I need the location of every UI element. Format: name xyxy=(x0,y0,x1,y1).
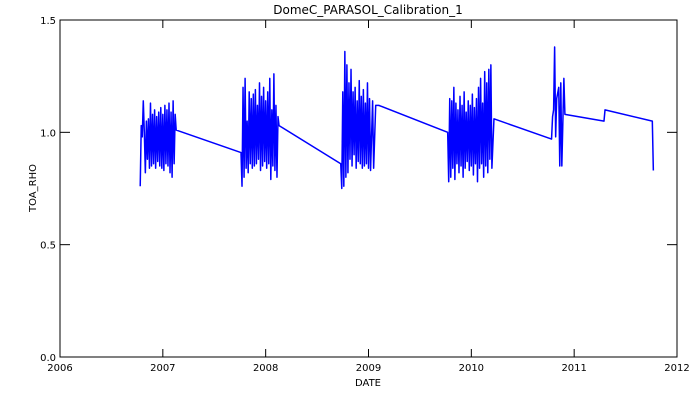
x-tick-label: 2008 xyxy=(253,363,278,374)
y-tick-label: 1.5 xyxy=(40,16,56,27)
x-tick-label: 2012 xyxy=(664,363,689,374)
y-tick-label: 1.0 xyxy=(40,128,56,139)
x-axis-label: DATE xyxy=(355,378,381,389)
y-axis-label: TOA_RHO xyxy=(28,164,39,213)
x-tick-label: 2010 xyxy=(459,363,484,374)
x-tick-label: 2011 xyxy=(561,363,586,374)
x-tick-label: 2009 xyxy=(356,363,381,374)
x-tick-label: 2006 xyxy=(47,363,72,374)
x-tick-label: 2007 xyxy=(150,363,175,374)
chart-title: DomeC_PARASOL_Calibration_1 xyxy=(273,3,462,17)
y-tick-label: 0.5 xyxy=(40,241,56,252)
data-line xyxy=(139,46,655,190)
y-tick-label: 0.0 xyxy=(40,353,56,364)
